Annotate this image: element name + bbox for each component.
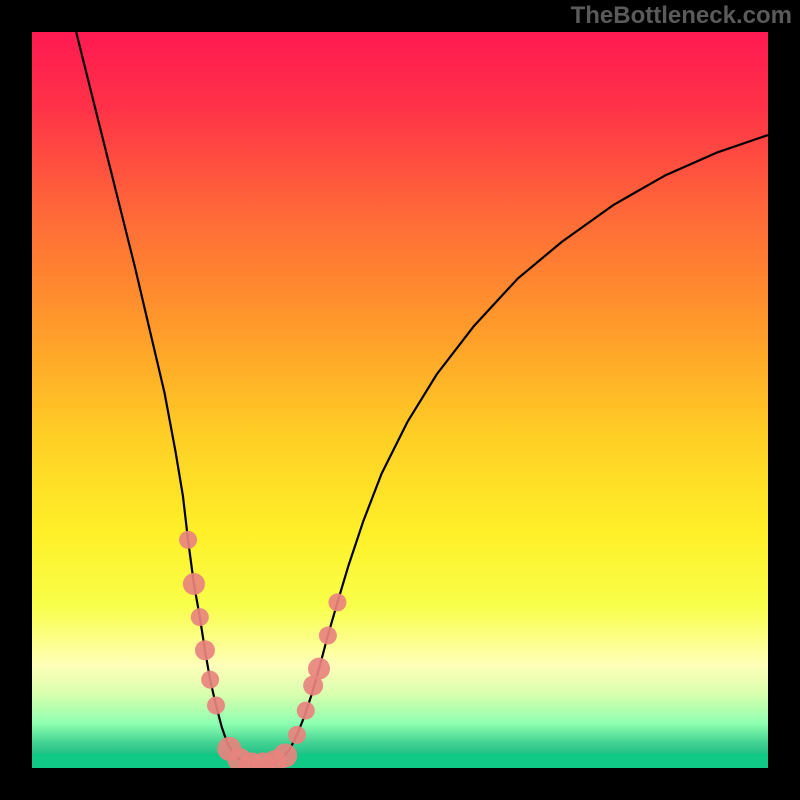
data-marker <box>319 627 337 645</box>
data-marker <box>179 531 197 549</box>
chart-container: TheBottleneck.com <box>0 0 800 800</box>
chart-green-band <box>32 753 768 768</box>
data-marker <box>308 658 330 680</box>
watermark-text: TheBottleneck.com <box>571 2 792 30</box>
data-marker <box>195 640 215 660</box>
data-marker <box>288 726 306 744</box>
data-marker <box>183 573 205 595</box>
data-marker <box>207 696 225 714</box>
chart-gradient-bg <box>32 32 768 768</box>
data-marker <box>297 702 315 720</box>
bottleneck-chart <box>0 0 800 800</box>
data-marker <box>201 671 219 689</box>
data-marker <box>328 593 346 611</box>
data-marker <box>273 743 297 767</box>
data-marker <box>191 608 209 626</box>
